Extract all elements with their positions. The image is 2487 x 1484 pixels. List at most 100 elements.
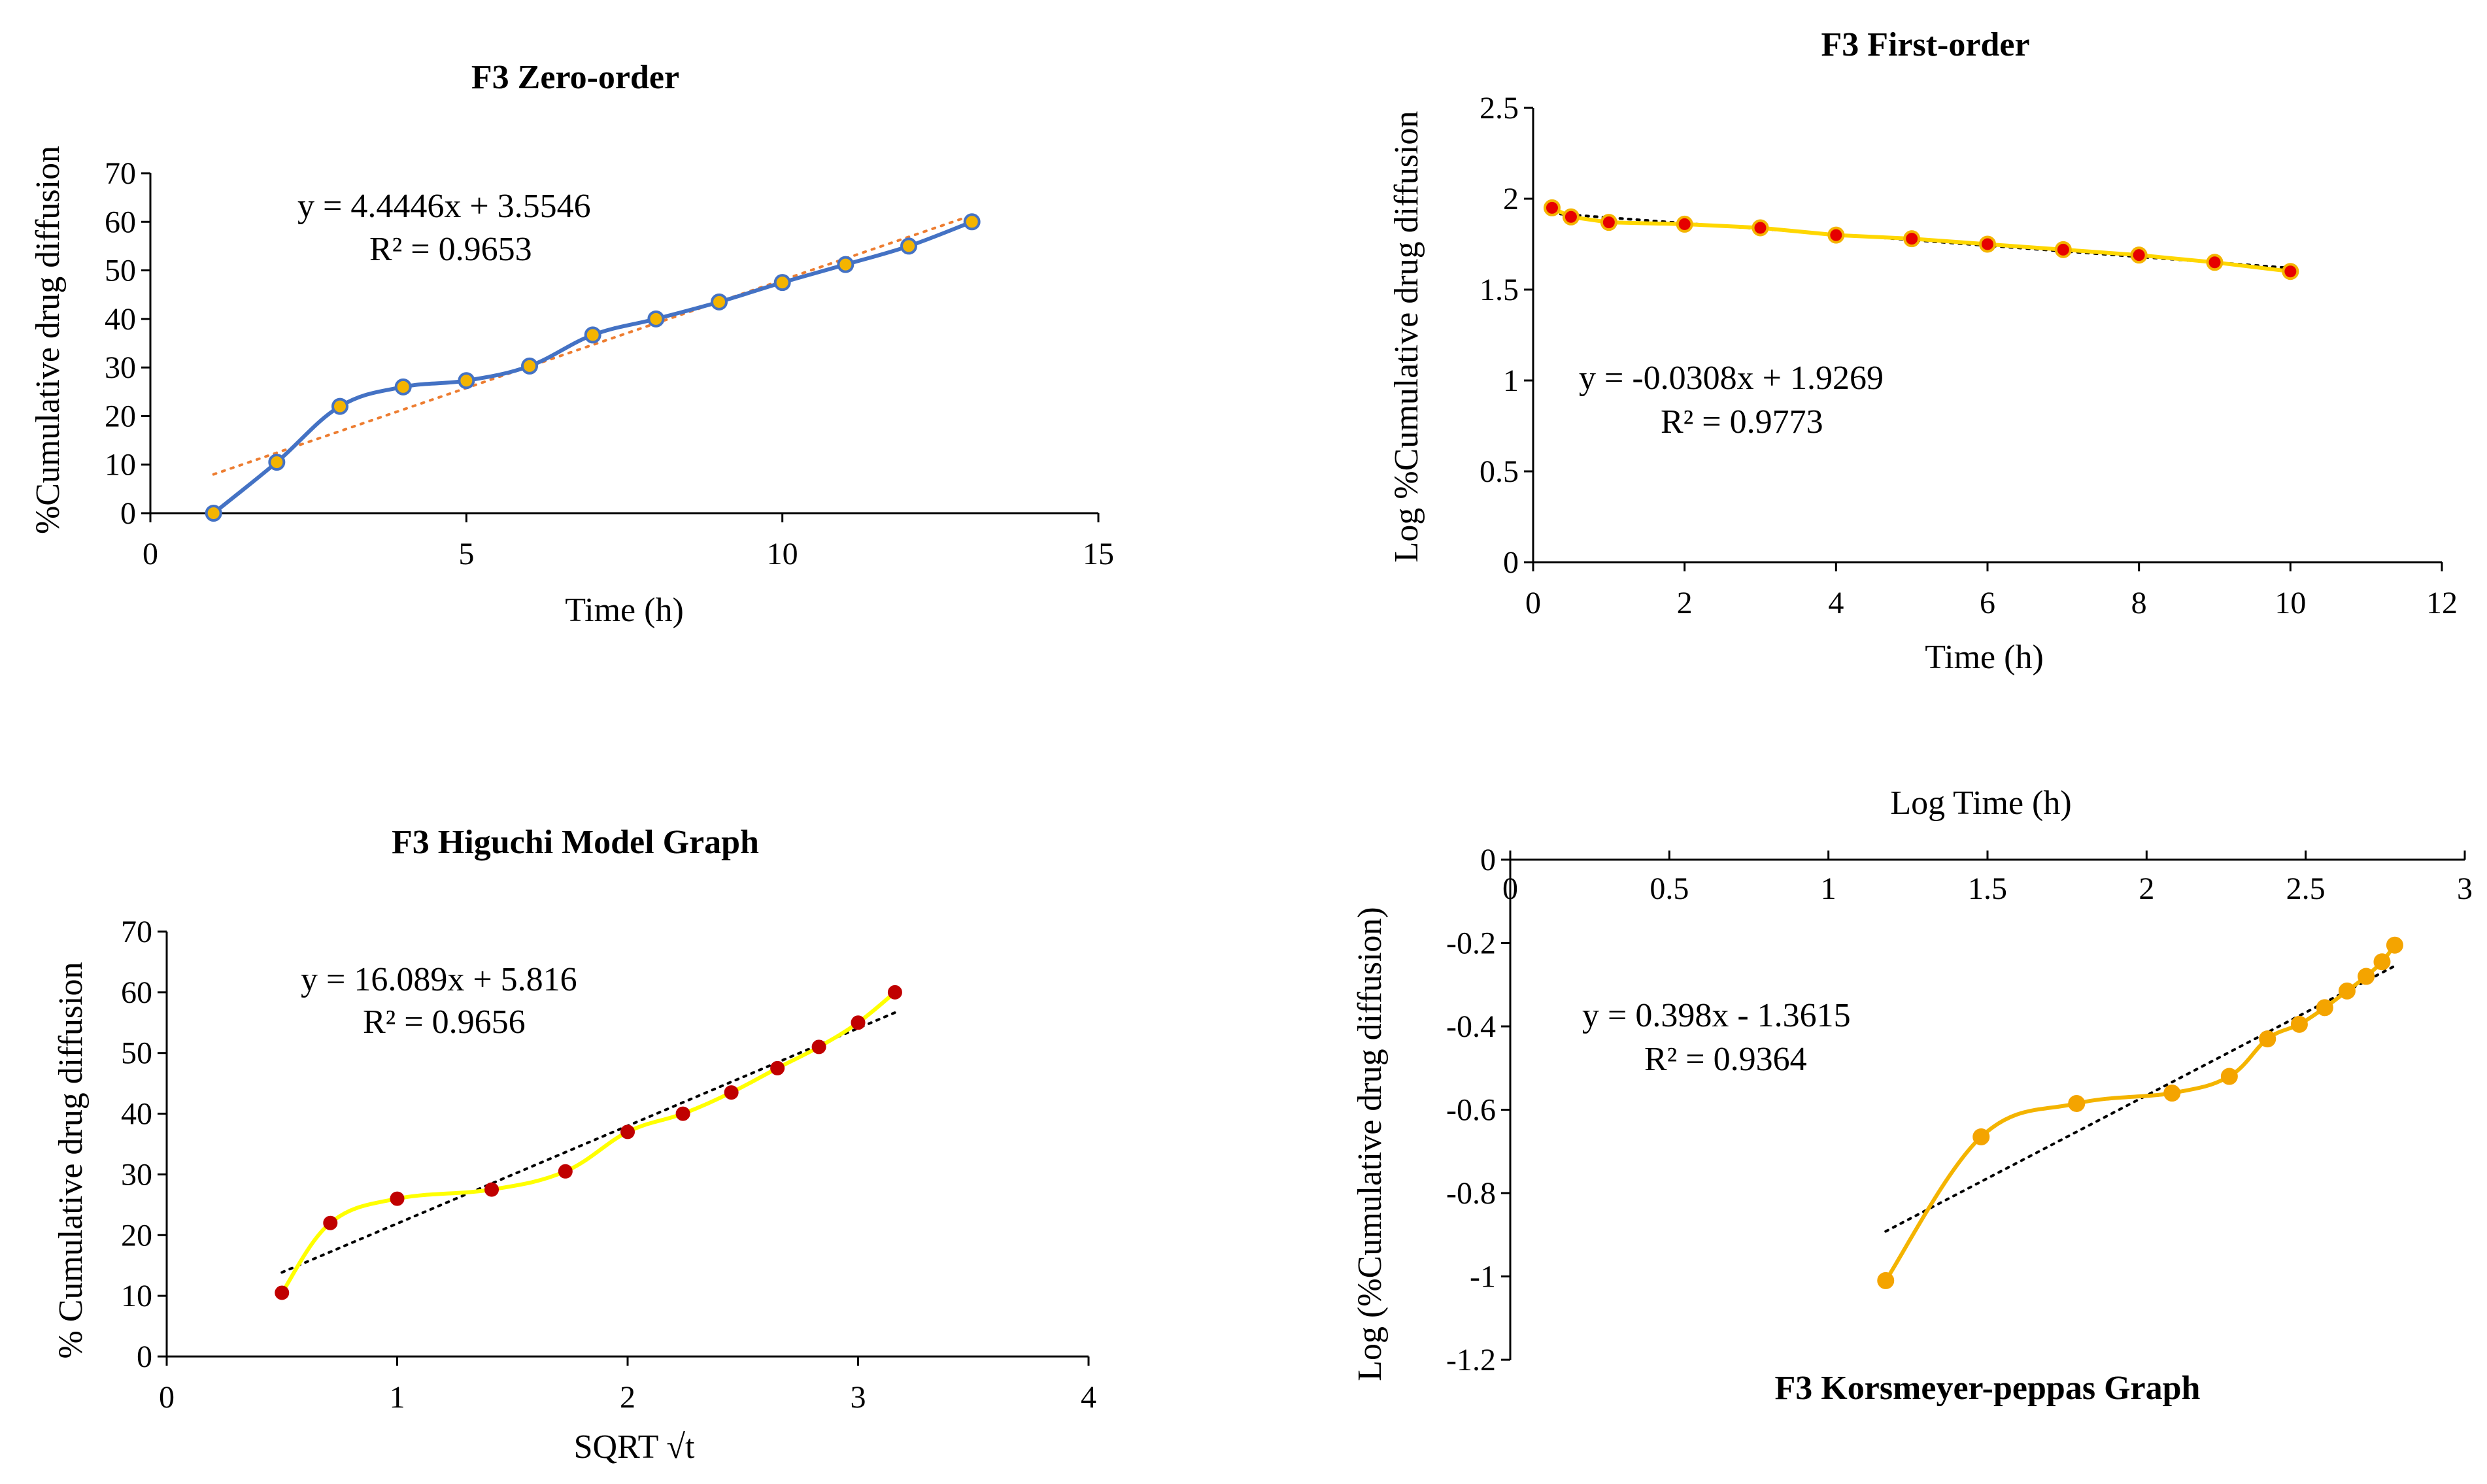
data-point [887,985,902,1000]
y-tick-label: 30 [121,1157,152,1192]
series-line [211,220,974,515]
x-tick-label: 1.5 [1968,871,2007,906]
data-point [963,213,981,231]
y-tick-label: -0.4 [1446,1009,1496,1044]
data-point [1972,1128,1990,1145]
y-tick-label: -0.2 [1446,926,1496,961]
data-point [770,1060,785,1075]
data-point [811,1039,826,1054]
y-tick-label: 70 [121,915,152,949]
r-squared: R² = 0.9773 [1661,403,1823,441]
y-tick-label: 50 [121,1036,152,1071]
x-tick-label: 2 [2139,871,2154,906]
y-tick-label: -0.8 [1446,1176,1496,1211]
data-point [1827,226,1845,244]
x-tick-label: 2 [1677,586,1693,620]
trendline-equation: y = 16.089x + 5.816 [301,961,577,998]
data-point [558,1164,573,1179]
data-point [2206,254,2224,271]
data-point [521,357,538,375]
data-point [2358,968,2375,985]
data-point [2282,263,2299,280]
x-tick-label: 1 [1821,871,1836,906]
x-axis-label: Time (h) [1925,639,2044,676]
y-tick-label: 2 [1503,182,1519,216]
x-axis-label: Log Time (h) [1890,784,2071,822]
y-tick-label: 10 [121,1279,152,1313]
data-point [2316,999,2333,1017]
x-tick-label: 2.5 [2286,871,2326,906]
trendline-equation: y = 4.4446x + 3.5546 [297,188,591,225]
y-tick-label: 20 [121,1218,152,1253]
r-squared: R² = 0.9364 [1644,1041,1807,1078]
data-point [2068,1094,2086,1112]
chart-zero-order: F3 Zero-order 0 10 20 30 40 50 60 70 0 5 10 15 Time… [29,59,1114,629]
data-point [458,372,475,390]
data-point [1877,1272,1895,1289]
data-point [1543,199,1561,216]
data-point [484,1182,499,1197]
y-tick-label: 20 [105,399,136,433]
y-tick-label: 0 [1503,545,1519,580]
trendline [212,214,973,476]
x-tick-label: 1 [390,1380,405,1415]
data-point [647,310,665,328]
trendline [1884,964,2396,1233]
y-tick-label: -1.2 [1446,1343,1496,1377]
x-tick-label: 4 [1828,586,1844,620]
data-point [620,1124,635,1139]
data-point [1676,215,1693,233]
data-point [1979,235,1996,253]
data-point [675,1106,690,1121]
trendline [280,1011,896,1274]
y-tick-label: -0.6 [1446,1093,1496,1128]
data-point [268,454,286,471]
y-tick-label: 2.5 [1480,91,1519,126]
data-point [1562,208,1580,226]
x-tick-label: 15 [1083,537,1114,571]
data-point [390,1191,405,1206]
chart-korsmeyer-peppas: Log Time (h) 0-0.2-0.4-0.6-0.8-1-1.20 0.5… [1351,784,2473,1407]
data-point [851,1015,866,1030]
data-point [323,1215,338,1230]
chart-title: F3 First-order [1821,26,2029,63]
x-tick-label: 3 [851,1380,866,1415]
y-tick-label: 30 [105,350,136,385]
x-tick-label: 10 [767,537,798,571]
x-tick-label: 0 [1525,586,1541,620]
y-axis-label: Log (%Cumulative drug diffusion) [1351,907,1389,1381]
y-tick-label: -1 [1470,1260,1496,1294]
y-tick-label: 70 [105,156,136,191]
x-tick-label: 12 [2426,586,2458,620]
chart-title: F3 Zero-order [471,59,679,96]
y-axis-label: %Cumulative drug diffusion [29,146,67,534]
data-point [2338,982,2356,1000]
data-point [584,326,601,344]
data-point [900,237,917,255]
data-point [837,256,854,273]
x-tick-label: 0 [143,537,158,571]
data-point [2290,1015,2308,1033]
data-point [2220,1068,2238,1085]
trendline-equation: y = 0.398x - 1.3615 [1582,997,1851,1034]
data-point [711,293,728,311]
r-squared: R² = 0.9656 [363,1003,526,1041]
x-tick-label: 0 [1502,871,1518,906]
data-point [331,397,348,415]
x-tick-label: 0.5 [1650,871,1689,906]
data-point [724,1085,739,1100]
chart-title: F3 Higuchi Model Graph [392,824,759,861]
data-point [394,378,412,396]
y-tick-label: 1 [1503,363,1519,398]
trendline-equation: y = -0.0308x + 1.9269 [1579,360,1884,397]
r-squared: R² = 0.9653 [369,231,532,268]
series-line [1884,943,2397,1283]
x-tick-label: 0 [159,1380,175,1415]
chart-first-order: F3 First-order 0 0.5 1 1.5 2 2.5 0 2 4 6 8 10 12 Tim… [1388,26,2458,676]
y-tick-label: 60 [105,205,136,239]
y-tick-label: 0 [137,1340,152,1374]
x-tick-label: 10 [2275,586,2306,620]
data-point [1751,219,1769,237]
series-line [1549,205,2293,274]
y-axis-label: Log %Cumulative drug diffusion [1388,111,1425,563]
